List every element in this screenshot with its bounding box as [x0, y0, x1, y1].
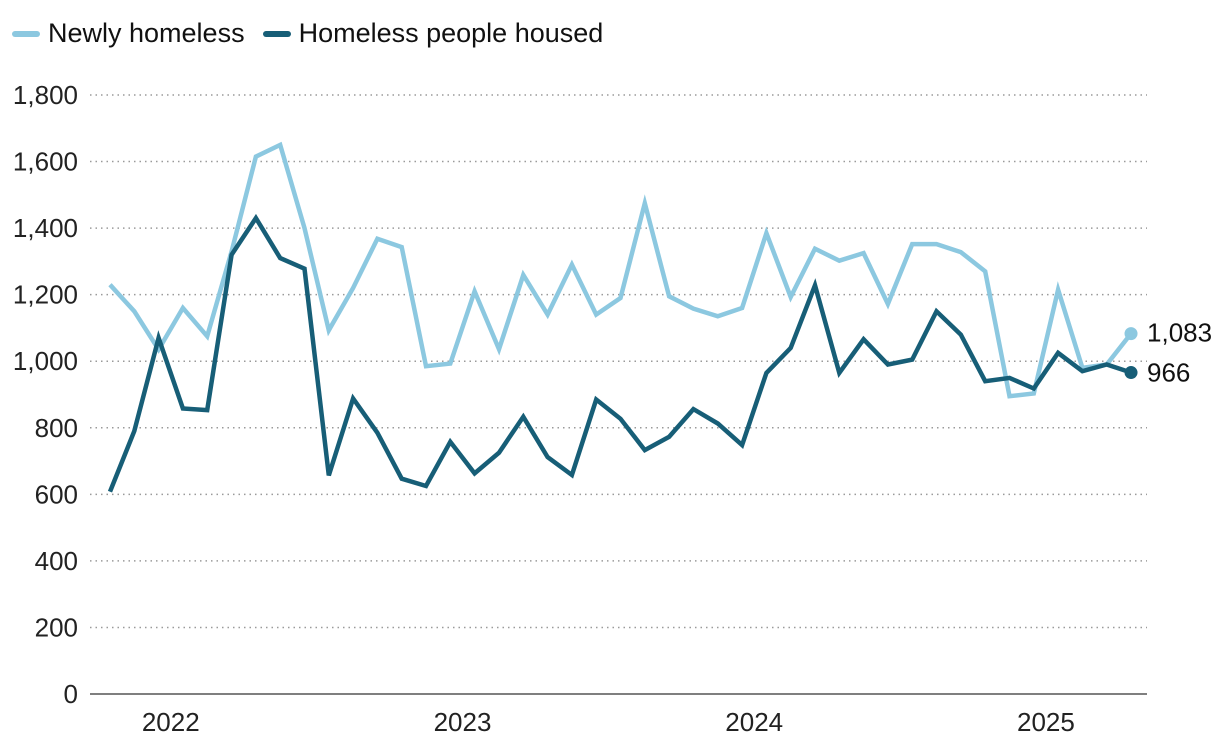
- end-point-newly-homeless: [1124, 327, 1138, 341]
- y-tick-label-400: 400: [35, 546, 78, 576]
- x-tick-label-2022: 2022: [142, 707, 200, 737]
- y-tick-label-600: 600: [35, 479, 78, 509]
- x-tick-label-2024: 2024: [725, 707, 783, 737]
- legend-swatch-homeless-people-housed: [262, 30, 291, 37]
- y-tick-label-1200: 1,200: [13, 280, 78, 310]
- legend-label-homeless-people-housed: Homeless people housed: [298, 18, 604, 48]
- legend: Newly homeless Homeless people housed: [12, 18, 603, 49]
- y-tick-label-1400: 1,400: [13, 213, 78, 243]
- legend-item-newly-homeless: Newly homeless: [12, 18, 245, 49]
- y-tick-label-800: 800: [35, 413, 78, 443]
- series-line-homeless-people-housed: [107, 213, 1132, 493]
- legend-label-newly-homeless: Newly homeless: [48, 18, 245, 48]
- end-point-homeless-people-housed: [1124, 366, 1138, 380]
- y-tick-label-1000: 1,000: [13, 346, 78, 376]
- y-tick-label-1600: 1,600: [13, 147, 78, 177]
- x-tick-label-2023: 2023: [434, 707, 492, 737]
- end-label-homeless-people-housed: 966: [1147, 358, 1190, 388]
- series-line-newly-homeless: [108, 141, 1133, 399]
- x-tick-label-2025: 2025: [1017, 707, 1075, 737]
- legend-swatch-newly-homeless: [12, 30, 40, 37]
- y-tick-label-0: 0: [64, 679, 78, 709]
- legend-item-homeless-people-housed: Homeless people housed: [262, 18, 604, 49]
- y-tick-label-1800: 1,800: [13, 80, 78, 110]
- y-tick-label-200: 200: [35, 612, 78, 642]
- end-label-newly-homeless: 1,083: [1147, 318, 1212, 348]
